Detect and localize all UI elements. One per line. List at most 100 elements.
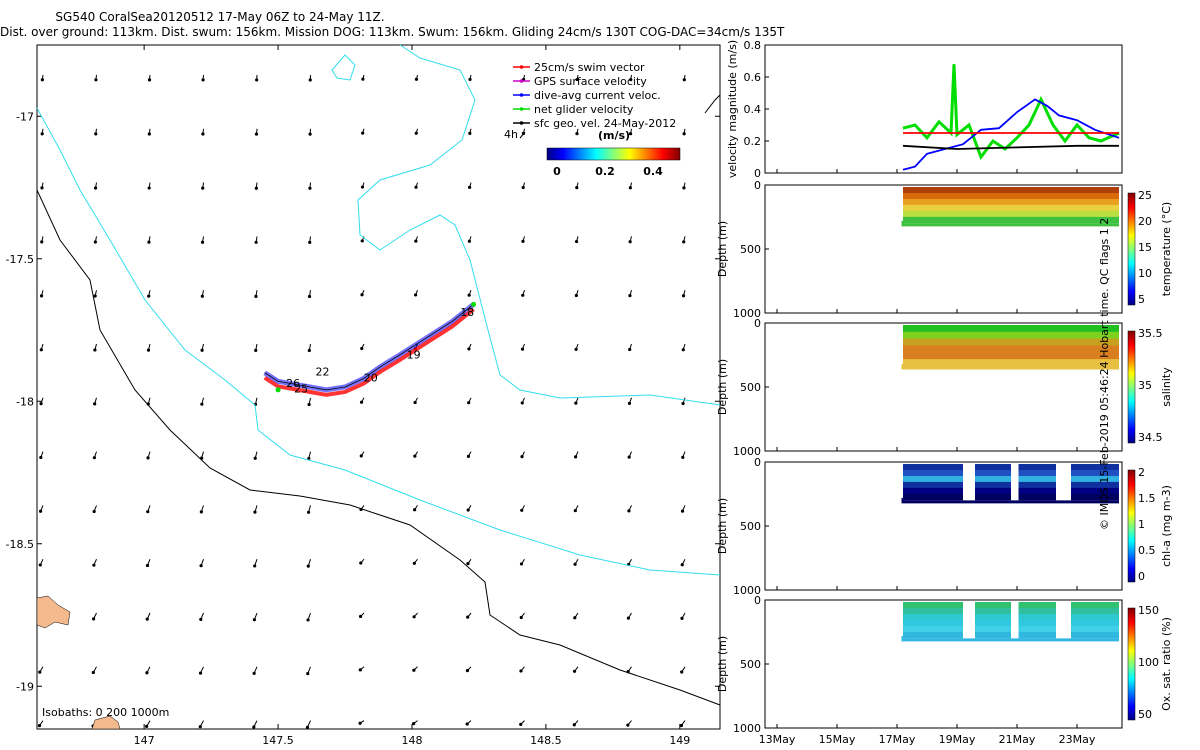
section-data-band bbox=[903, 338, 1119, 346]
colorbar-tick-label: 35 bbox=[1138, 379, 1152, 392]
colorbar-tick-label: 15 bbox=[1138, 241, 1152, 254]
velocity-series-line bbox=[902, 144, 1119, 150]
time-tick-label: 23May bbox=[1059, 733, 1096, 746]
section-data-band bbox=[903, 359, 1119, 367]
sfc-velocity-arrowhead bbox=[519, 615, 523, 620]
sfc-velocity-arrowhead bbox=[574, 347, 578, 351]
section-data-band bbox=[903, 469, 963, 477]
sfc-velocity-arrowhead bbox=[360, 239, 364, 243]
section-data-band bbox=[1018, 469, 1056, 477]
sfc-velocity-arrowhead bbox=[414, 77, 419, 81]
sfc-velocity-arrowhead bbox=[572, 669, 577, 673]
sfc-velocity-arrowhead bbox=[467, 293, 471, 297]
colorbar-tick-label: 0.5 bbox=[1138, 544, 1156, 557]
section-data-band bbox=[1071, 481, 1119, 489]
sfc-velocity-arrowhead bbox=[199, 564, 203, 568]
velocity-ytick-label: 0 bbox=[754, 167, 761, 180]
swim-vector-band bbox=[263, 307, 475, 397]
section-data-band bbox=[975, 475, 1011, 483]
sfc-velocity-arrowhead bbox=[252, 618, 257, 622]
sfc-velocity-arrowhead bbox=[40, 240, 44, 244]
sfc-velocity-arrowhead bbox=[466, 454, 471, 458]
sfc-velocity-arrowhead bbox=[413, 293, 418, 297]
sfc-velocity-arrowhead bbox=[682, 240, 686, 244]
section-data-band bbox=[975, 464, 1011, 471]
sfc-velocity-arrowhead bbox=[414, 239, 418, 243]
map-colorbar-ticks: 0 0.2 0.4 bbox=[553, 165, 663, 178]
velocity-ytick-label: 0.8 bbox=[744, 39, 762, 52]
sfc-velocity-arrowhead bbox=[682, 186, 686, 190]
section-data-band bbox=[903, 204, 1119, 212]
sfc-velocity-arrowhead bbox=[680, 616, 684, 621]
report-title: SG540 CoralSea20120512 17-May 06Z to 24-… bbox=[55, 10, 385, 24]
sfc-velocity-arrowhead bbox=[680, 670, 684, 674]
sfc-velocity-arrowhead bbox=[520, 347, 525, 351]
velocity-ytick-label: 0.2 bbox=[744, 135, 762, 148]
sfc-velocity-arrowhead bbox=[573, 562, 577, 566]
sfc-velocity-arrowhead bbox=[200, 348, 204, 352]
section-data-band bbox=[975, 487, 1011, 495]
sfc-velocity-arrowhead bbox=[521, 239, 525, 244]
sfc-velocity-arrowhead bbox=[307, 456, 311, 461]
sfc-velocity-arrowhead bbox=[358, 668, 362, 672]
sfc-velocity-arrowhead bbox=[574, 239, 579, 244]
sfc-velocity-arrowhead bbox=[92, 563, 96, 567]
sfc-velocity-arrowhead bbox=[307, 402, 311, 407]
land-coast bbox=[91, 715, 121, 730]
section-data-band bbox=[903, 187, 1119, 194]
legend-marker bbox=[519, 107, 524, 111]
sfc-velocity-arrowhead bbox=[519, 669, 523, 673]
map-colorbar-tick: 0 bbox=[553, 165, 561, 178]
lon-tick-label: 148.5 bbox=[530, 734, 562, 747]
sfc-velocity-arrowhead bbox=[93, 186, 98, 190]
sfc-velocity-arrowhead bbox=[521, 293, 525, 297]
sfc-velocity-arrowhead bbox=[306, 510, 311, 514]
sfc-velocity-arrowhead bbox=[465, 722, 469, 726]
section-colorbar bbox=[1127, 192, 1136, 306]
section-data-band bbox=[903, 192, 1119, 200]
lon-tick-label: 147 bbox=[134, 734, 155, 747]
section-data-edge bbox=[901, 363, 1119, 370]
colorbar-label: chl-a (mg m-3) bbox=[1160, 485, 1173, 567]
depth-tick-label: 500 bbox=[740, 243, 761, 256]
sfc-velocity-arrowhead bbox=[254, 186, 258, 190]
section-data-band bbox=[903, 475, 963, 483]
time-marker: 4h bbox=[504, 128, 518, 141]
legend-label: GPS surface velocity bbox=[534, 75, 647, 88]
velocity-panel-frame bbox=[764, 44, 1123, 174]
sfc-velocity-arrowhead bbox=[465, 668, 470, 673]
sfc-velocity-arrowhead bbox=[412, 668, 416, 672]
sfc-velocity-arrowhead bbox=[255, 78, 259, 82]
map-colorbar-tick: 0.4 bbox=[643, 165, 663, 178]
sfc-velocity-arrowhead bbox=[92, 617, 96, 621]
section-data-band bbox=[903, 625, 963, 633]
time-tick-label: 17May bbox=[879, 733, 916, 746]
depth-tick-label: 0 bbox=[754, 594, 761, 607]
depth-tick-label: 1000 bbox=[733, 307, 761, 320]
sfc-velocity-arrowhead bbox=[575, 185, 579, 190]
sfc-velocity-arrowhead bbox=[466, 562, 470, 566]
section-data-band bbox=[903, 210, 1119, 218]
colorbar-tick-label: 10 bbox=[1138, 267, 1152, 280]
section-data-edge bbox=[901, 497, 1119, 504]
isobath-200m bbox=[36, 107, 721, 576]
section-data-band bbox=[1018, 493, 1056, 501]
section-data-band bbox=[975, 602, 1011, 609]
glider-track bbox=[263, 301, 477, 397]
sfc-velocity-arrowhead bbox=[466, 508, 470, 512]
sfc-velocity-arrowhead bbox=[200, 240, 205, 244]
sfc-velocity-arrowhead bbox=[359, 454, 363, 458]
isobath-200m-reef bbox=[331, 54, 356, 81]
section-data-band bbox=[903, 631, 963, 639]
sfc-velocity-arrowhead bbox=[308, 78, 312, 82]
sfc-velocity-arrowhead bbox=[414, 185, 418, 189]
depth-tick-label: 500 bbox=[740, 381, 761, 394]
sfc-velocity-arrowhead bbox=[199, 617, 203, 622]
section-data-band bbox=[1018, 631, 1056, 639]
sfc-velocity-arrowhead bbox=[93, 348, 97, 352]
time-tick-label: 15May bbox=[819, 733, 856, 746]
legend-label: sfc geo. vel. 24-May-2012 bbox=[534, 117, 676, 130]
sfc-velocity-arrowhead bbox=[358, 614, 363, 619]
depth-tick-label: 500 bbox=[740, 520, 761, 533]
